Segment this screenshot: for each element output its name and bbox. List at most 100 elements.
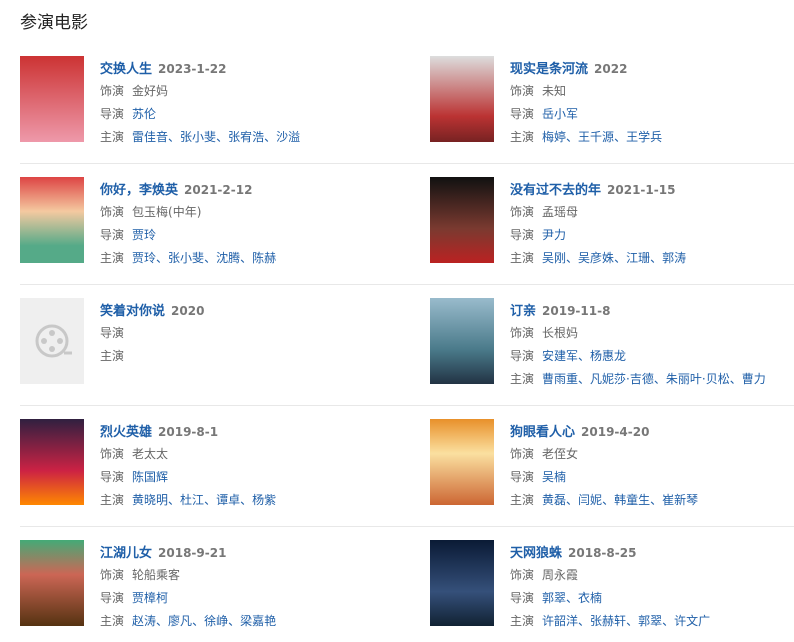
- director-line: 导演 贾玲: [100, 226, 156, 243]
- poster[interactable]: [430, 419, 494, 505]
- person-link[interactable]: 吴彦姝: [578, 251, 615, 265]
- field-label: 主演: [510, 372, 535, 386]
- person-link[interactable]: 黄磊: [542, 493, 567, 507]
- separator: 、: [566, 130, 579, 144]
- movie-title[interactable]: 江湖儿女: [100, 546, 153, 561]
- field-label: 主演: [100, 349, 125, 363]
- person-link[interactable]: 朱丽叶·贝松: [665, 372, 730, 386]
- movie-title[interactable]: 现实是条河流: [510, 62, 589, 77]
- person-link[interactable]: 张小斐: [168, 251, 205, 265]
- person-link[interactable]: 韩童生: [614, 493, 651, 507]
- person-link[interactable]: 沙溢: [276, 130, 301, 144]
- field-label: 导演: [100, 326, 125, 340]
- person-link[interactable]: 江珊: [626, 251, 651, 265]
- movie-title[interactable]: 订亲: [510, 304, 537, 319]
- movie-title[interactable]: 笑着对你说: [100, 304, 166, 319]
- person-link[interactable]: 张宥浩: [228, 130, 265, 144]
- person-link[interactable]: 赵涛: [132, 614, 157, 628]
- role-name: 老太太: [132, 447, 169, 461]
- person-link[interactable]: 曹雨重: [542, 372, 579, 386]
- movie-date: 2019-8-1: [158, 425, 219, 439]
- person-link[interactable]: 杨惠龙: [590, 349, 627, 363]
- person-link[interactable]: 贾玲: [132, 228, 157, 242]
- person-link[interactable]: 苏伦: [132, 107, 157, 121]
- movie-date: 2019-4-20: [581, 425, 650, 439]
- person-link[interactable]: 岳小军: [542, 107, 579, 121]
- person-link[interactable]: 凡妮莎·吉德: [590, 372, 654, 386]
- person-link[interactable]: 王学兵: [626, 130, 663, 144]
- poster[interactable]: [20, 177, 84, 263]
- person-link[interactable]: 张赫轩: [590, 614, 627, 628]
- poster[interactable]: [20, 540, 84, 626]
- person-link[interactable]: 雷佳音: [132, 130, 169, 144]
- poster[interactable]: [430, 177, 494, 263]
- person-link[interactable]: 徐峥: [204, 614, 229, 628]
- person-link[interactable]: 贾樟柯: [132, 591, 169, 605]
- cast-line: 主演 雷佳音、张小斐、张宥浩、沙溢: [100, 128, 300, 145]
- person-link[interactable]: 尹力: [542, 228, 567, 242]
- person-link[interactable]: 郭翠: [542, 591, 567, 605]
- person-link[interactable]: 曹力: [741, 372, 766, 386]
- field-label: 导演: [510, 349, 535, 363]
- poster[interactable]: [430, 540, 494, 626]
- field-label: 主演: [100, 130, 125, 144]
- poster[interactable]: [430, 56, 494, 142]
- person-link[interactable]: 杨紫: [252, 493, 277, 507]
- role-name: 老侄女: [542, 447, 579, 461]
- person-link[interactable]: 安建军: [542, 349, 579, 363]
- movie-title[interactable]: 狗眼看人心: [510, 425, 576, 440]
- movie-title[interactable]: 没有过不去的年: [510, 183, 602, 198]
- person-link[interactable]: 廖凡: [168, 614, 193, 628]
- role-line: 饰演 未知: [510, 82, 566, 99]
- person-link[interactable]: 郭涛: [662, 251, 687, 265]
- person-link[interactable]: 贾玲: [132, 251, 157, 265]
- movie-date: 2021-2-12: [184, 183, 253, 197]
- person-link[interactable]: 王千源: [578, 130, 615, 144]
- poster[interactable]: [430, 298, 494, 384]
- person-link[interactable]: 许文广: [674, 614, 711, 628]
- field-label: 导演: [100, 591, 125, 605]
- director-line: 导演: [100, 324, 132, 341]
- separator: 、: [204, 251, 217, 265]
- person-link[interactable]: 闫妮: [578, 493, 603, 507]
- person-link[interactable]: 梁嘉艳: [240, 614, 277, 628]
- field-label: 饰演: [510, 326, 535, 340]
- field-label: 主演: [100, 493, 125, 507]
- field-label: 饰演: [510, 84, 535, 98]
- person-link[interactable]: 梅婷: [542, 130, 567, 144]
- person-link[interactable]: 吴刚: [542, 251, 567, 265]
- poster[interactable]: [20, 298, 84, 384]
- director-line: 导演 尹力: [510, 226, 566, 243]
- movie-heading: 交换人生 2023-1-22: [100, 58, 226, 77]
- person-link[interactable]: 杜江: [180, 493, 205, 507]
- movie-title[interactable]: 你好，李焕英: [100, 183, 179, 198]
- person-link[interactable]: 陈赫: [252, 251, 277, 265]
- movie-title[interactable]: 烈火英雄: [100, 425, 153, 440]
- person-link[interactable]: 黄晓明: [132, 493, 169, 507]
- person-link[interactable]: 张小斐: [180, 130, 217, 144]
- field-label: 导演: [510, 107, 535, 121]
- person-link[interactable]: 许韶洋: [542, 614, 579, 628]
- person-link[interactable]: 郭翠: [638, 614, 663, 628]
- movie-date: 2018-8-25: [568, 546, 637, 560]
- movie-date: 2021-1-15: [607, 183, 676, 197]
- movie-title[interactable]: 天网狼蛛: [510, 546, 563, 561]
- director-line: 导演 安建军、杨惠龙: [510, 347, 626, 364]
- role-name: 金好妈: [132, 84, 169, 98]
- movie-title[interactable]: 交换人生: [100, 62, 153, 77]
- director-line: 导演 苏伦: [100, 105, 156, 122]
- divider: [20, 163, 794, 164]
- person-link[interactable]: 陈国辉: [132, 470, 169, 484]
- cast-line: 主演: [100, 347, 132, 364]
- person-link[interactable]: 谭卓: [216, 493, 241, 507]
- separator: 、: [578, 349, 591, 363]
- person-link[interactable]: 吴楠: [542, 470, 567, 484]
- person-link[interactable]: 沈腾: [216, 251, 241, 265]
- field-label: 导演: [510, 470, 535, 484]
- person-link[interactable]: 崔新琴: [662, 493, 699, 507]
- field-label: 饰演: [100, 84, 125, 98]
- poster[interactable]: [20, 56, 84, 142]
- movie-heading: 笑着对你说 2020: [100, 300, 204, 319]
- poster[interactable]: [20, 419, 84, 505]
- person-link[interactable]: 衣楠: [578, 591, 603, 605]
